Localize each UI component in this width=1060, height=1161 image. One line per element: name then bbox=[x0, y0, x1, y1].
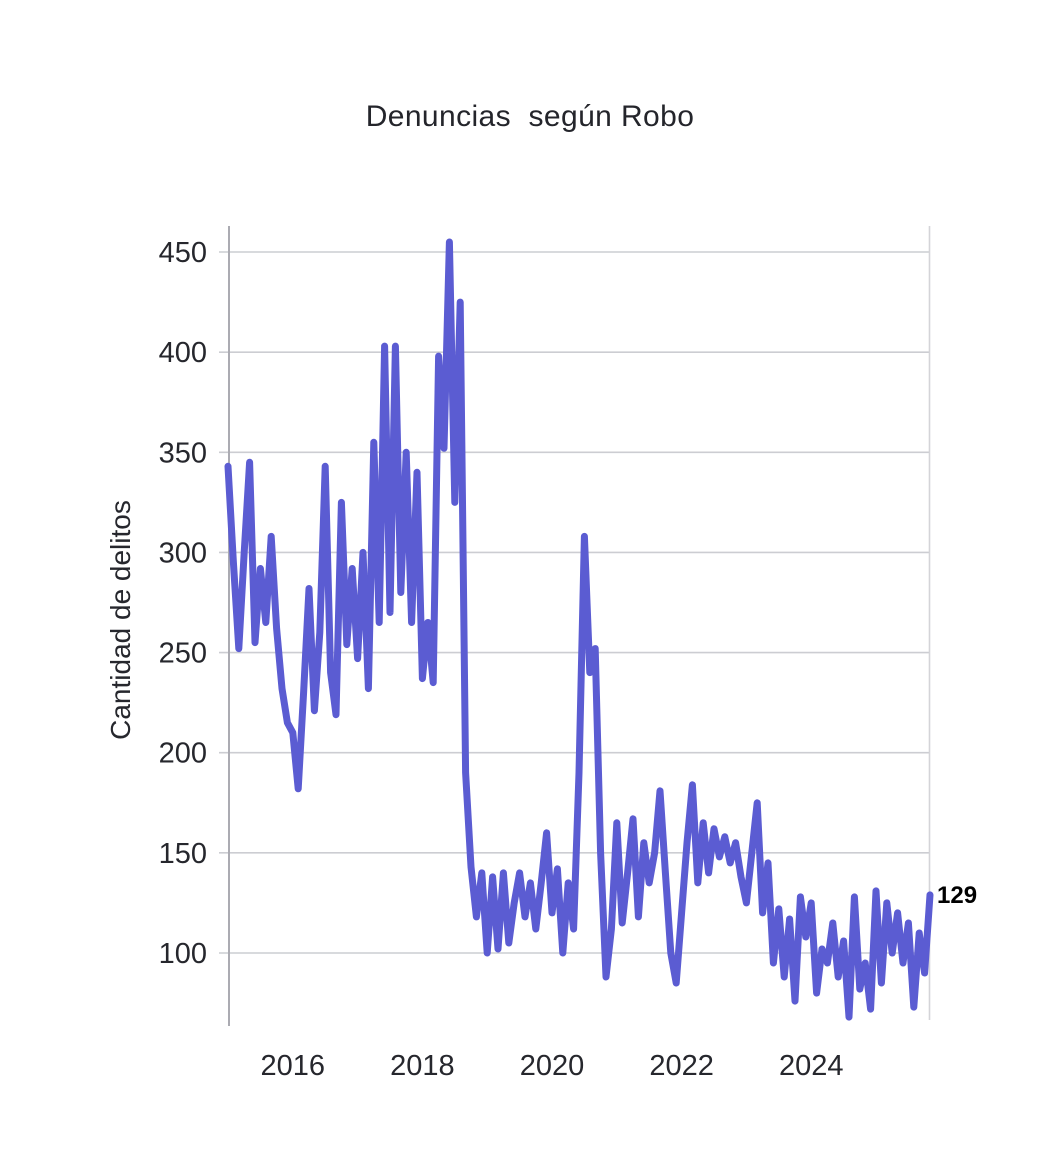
x-tick-label: 2018 bbox=[390, 1050, 455, 1082]
data-line bbox=[224, 238, 934, 1021]
y-tick-label: 250 bbox=[159, 638, 207, 670]
x-tick-label: 2022 bbox=[649, 1050, 714, 1082]
y-tick-label: 150 bbox=[159, 838, 207, 870]
x-tick-label: 2016 bbox=[261, 1050, 326, 1082]
y-axis-title: Cantidad de delitos bbox=[105, 500, 136, 740]
y-tick-label: 450 bbox=[159, 237, 207, 269]
y-tick-label: 400 bbox=[159, 337, 207, 369]
x-tick-label: 2020 bbox=[520, 1050, 585, 1082]
y-tick-label: 350 bbox=[159, 437, 207, 469]
last-value-label: 129 bbox=[937, 881, 978, 909]
chart-title: Denuncias según Robo bbox=[365, 100, 695, 133]
y-tick-label: 100 bbox=[159, 938, 207, 970]
y-tick-label: 200 bbox=[159, 738, 207, 770]
y-tick-label: 300 bbox=[159, 537, 207, 569]
x-tick-label: 2024 bbox=[779, 1050, 844, 1082]
